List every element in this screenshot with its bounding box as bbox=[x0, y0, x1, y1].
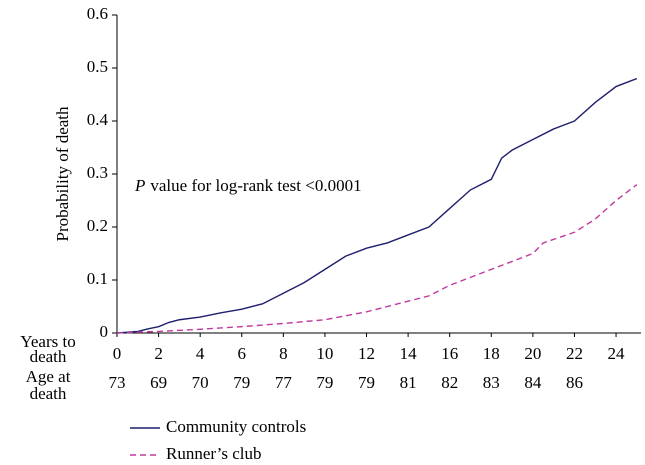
x-tick-label: 22 bbox=[566, 344, 583, 363]
annotation-text: value for log-rank test <0.0001 bbox=[150, 176, 361, 195]
age-label: 79 bbox=[316, 373, 333, 392]
age-label: 77 bbox=[275, 373, 293, 392]
x-tick-label: 4 bbox=[196, 344, 205, 363]
y-tick-label: 0.5 bbox=[87, 57, 108, 76]
x-tick-label: 6 bbox=[238, 344, 247, 363]
y-tick-label: 0 bbox=[100, 322, 109, 341]
age-label: 82 bbox=[441, 373, 458, 392]
x-row-label: Years to bbox=[20, 332, 75, 351]
x-tick-label: 0 bbox=[113, 344, 122, 363]
y-tick-label: 0.2 bbox=[87, 216, 108, 235]
age-label: 79 bbox=[233, 373, 250, 392]
x-tick-label: 10 bbox=[316, 344, 333, 363]
age-label: 73 bbox=[109, 373, 126, 392]
x-tick-label: 16 bbox=[441, 344, 458, 363]
y-tick-label: 0.3 bbox=[87, 163, 108, 182]
y-axis-label: Probability of death bbox=[53, 106, 72, 242]
y-tick-label: 0.4 bbox=[87, 110, 109, 129]
x-tick-label: 18 bbox=[483, 344, 500, 363]
x-tick-label: 20 bbox=[524, 344, 541, 363]
series-line bbox=[116, 77, 638, 334]
age-label: 70 bbox=[192, 373, 209, 392]
x-tick-label: 2 bbox=[154, 344, 163, 363]
age-label: 79 bbox=[358, 373, 375, 392]
age-label: 83 bbox=[483, 373, 500, 392]
legend-label: Community controls bbox=[166, 417, 306, 436]
x-tick-label: 24 bbox=[608, 344, 626, 363]
age-label: 69 bbox=[150, 373, 167, 392]
age-label: 81 bbox=[400, 373, 417, 392]
legend-label: Runner’s club bbox=[166, 444, 262, 463]
y-tick-label: 0.1 bbox=[87, 269, 108, 288]
x-tick-label: 8 bbox=[279, 344, 288, 363]
x-row-label: death bbox=[30, 347, 67, 366]
y-tick-label: 0.6 bbox=[87, 4, 108, 23]
annotation-italic: P bbox=[134, 176, 145, 195]
age-label: 84 bbox=[524, 373, 542, 392]
x-tick-label: 14 bbox=[400, 344, 418, 363]
x-tick-label: 12 bbox=[358, 344, 375, 363]
series-line bbox=[116, 184, 638, 334]
age-row-label: death bbox=[30, 384, 67, 403]
age-row-label: Age at bbox=[26, 367, 71, 386]
age-label: 86 bbox=[566, 373, 583, 392]
